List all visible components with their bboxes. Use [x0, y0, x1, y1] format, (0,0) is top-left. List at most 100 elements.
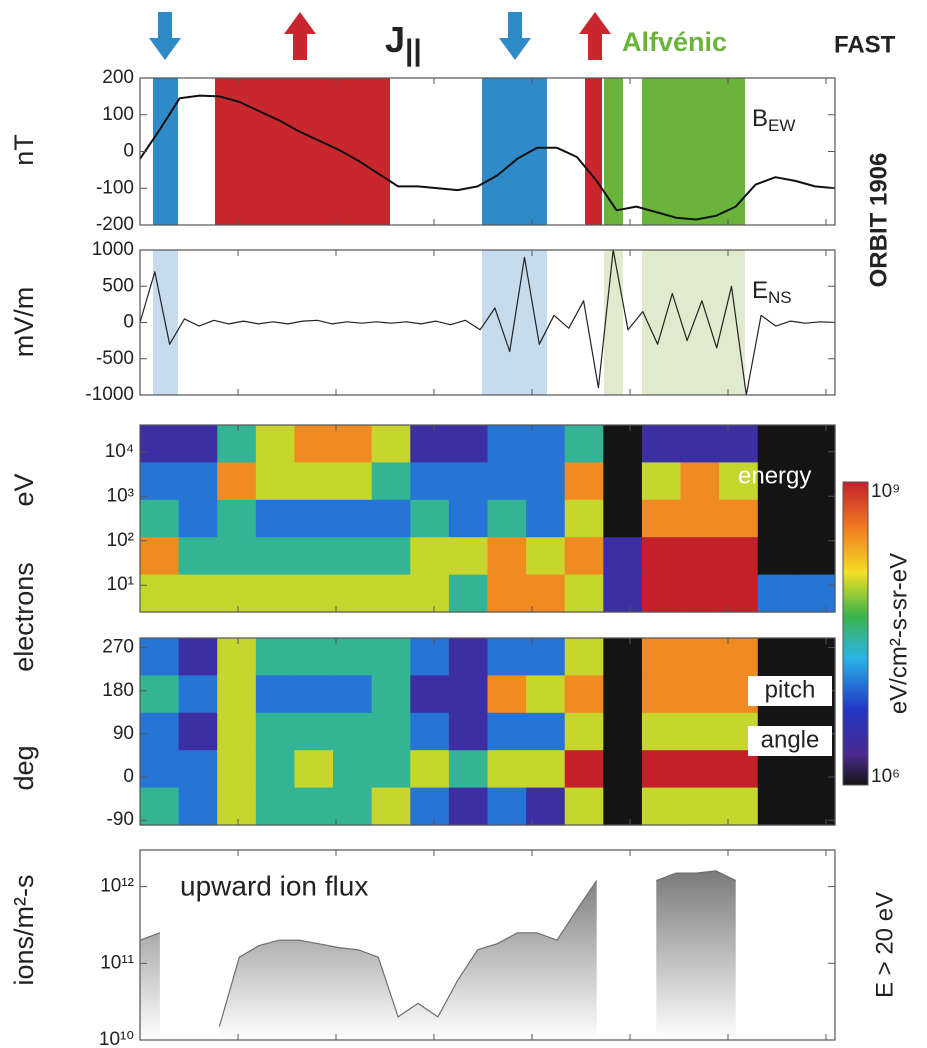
- heatmap-cell: [333, 750, 373, 789]
- y-tick-label: 10¹⁰: [99, 1029, 134, 1048]
- interval-shade: [604, 78, 623, 225]
- heatmap-cell: [371, 638, 411, 676]
- heatmap-cell: [294, 675, 334, 714]
- heatmap-cell: [526, 638, 566, 676]
- heatmap-cell: [564, 537, 604, 576]
- colorbar-tick-label: 10⁹: [871, 481, 900, 502]
- heatmap-cell: [410, 499, 450, 538]
- heatmap-cell: [294, 638, 334, 676]
- heatmap-cell: [487, 462, 527, 501]
- heatmap-cell: [603, 787, 643, 826]
- panel-frame: [139, 424, 836, 613]
- heatmap-cell: [487, 425, 527, 463]
- heatmap-cell: [448, 537, 489, 576]
- heatmap-cell: [526, 675, 566, 714]
- heatmap-cell: [178, 537, 218, 576]
- down-arrow: [499, 12, 531, 60]
- heatmap-cell: [333, 574, 373, 613]
- heatmap-cell: [757, 787, 797, 826]
- heatmap-cell: [217, 675, 257, 714]
- heatmap-cell: [178, 787, 218, 826]
- up-arrow: [579, 12, 611, 60]
- heatmap-cell: [641, 499, 682, 538]
- heatmap-cell: [719, 787, 759, 826]
- heatmap-cell: [487, 787, 527, 826]
- heatmap-cell: [487, 750, 527, 789]
- heatmap-cell: [641, 750, 682, 789]
- heatmap-cell: [140, 574, 180, 613]
- current-letter: J: [385, 19, 405, 60]
- heatmap-cell: [140, 712, 180, 751]
- heatmap-cell: [178, 712, 218, 751]
- y-tick-label: -200: [96, 214, 134, 235]
- data-line: [139, 249, 836, 396]
- panel-label: BEW: [752, 105, 795, 135]
- heatmap-cell: [333, 675, 373, 714]
- heatmap-cell: [178, 425, 218, 463]
- heatmap-cell: [719, 425, 759, 463]
- colorbar: [842, 481, 869, 786]
- heatmap-cell: [680, 537, 720, 576]
- y-axis-label: nT: [9, 134, 39, 166]
- heatmap-cell: [333, 425, 373, 463]
- data-line: [139, 94, 836, 221]
- y-tick-label: 10³: [107, 485, 134, 506]
- interval-shade: [604, 250, 623, 395]
- heatmap-cell: [217, 574, 257, 613]
- heatmap-cell: [448, 787, 489, 826]
- heatmap-cell: [603, 499, 643, 538]
- heatmap-cell: [526, 574, 566, 613]
- heatmap-cell: [641, 425, 682, 463]
- heatmap-cell: [487, 574, 527, 613]
- y-tick-label: 10⁴: [105, 441, 134, 462]
- interval-shade: [585, 78, 602, 225]
- heatmap-cell: [255, 425, 296, 463]
- heatmap-cell: [217, 787, 257, 826]
- heatmap-cell: [410, 712, 450, 751]
- heatmap-cell: [641, 462, 682, 501]
- heatmap-cell: [371, 787, 411, 826]
- y-tick-label: 270: [102, 637, 134, 658]
- heatmap-cell: [371, 574, 411, 613]
- heatmap-cell: [333, 638, 373, 676]
- right-label: E > 20 eV: [871, 892, 898, 998]
- heatmap-cell: [140, 499, 180, 538]
- heatmap-cell: [680, 499, 720, 538]
- heatmap-cell: [333, 462, 373, 501]
- heatmap-cell: [448, 499, 489, 538]
- heatmap-cell: [487, 499, 527, 538]
- colorbar-tick-label: 10⁶: [871, 766, 900, 787]
- heatmap-cell: [603, 675, 643, 714]
- y-axis-label: deg: [9, 745, 39, 790]
- heatmap-cell: [448, 462, 489, 501]
- heatmap-cell: [448, 750, 489, 789]
- heatmap-cell: [564, 712, 604, 751]
- y-tick-label: 100: [102, 104, 134, 125]
- heatmap-cell: [719, 537, 759, 576]
- heatmap-cell: [603, 537, 643, 576]
- current-label: J||: [385, 19, 422, 67]
- heatmap-cell: [526, 462, 566, 501]
- panel-frame: [139, 849, 836, 1041]
- heatmap-cell: [255, 712, 296, 751]
- heatmap-cell: [487, 712, 527, 751]
- heatmap-cell: [641, 574, 682, 613]
- heatmap-cell: [448, 425, 489, 463]
- heatmap-cell: [448, 712, 489, 751]
- area-fill: [140, 870, 736, 1040]
- heatmap-cell: [410, 537, 450, 576]
- heatmap-cell: [217, 462, 257, 501]
- heatmap-cell: [680, 787, 720, 826]
- heatmap-cell: [140, 638, 180, 676]
- heatmap-cell: [140, 425, 180, 463]
- heatmap-cell: [371, 462, 411, 501]
- heatmap-cell: [410, 425, 450, 463]
- label-backing: [748, 726, 832, 756]
- heatmap-cell: [410, 787, 450, 826]
- heatmap-cell: [333, 712, 373, 751]
- heatmap-cell: [757, 499, 797, 538]
- orbit-label: ORBIT 1906: [865, 153, 892, 288]
- interval-shade: [215, 78, 390, 225]
- heatmap-cell: [255, 499, 296, 538]
- heatmap-cell: [757, 462, 797, 501]
